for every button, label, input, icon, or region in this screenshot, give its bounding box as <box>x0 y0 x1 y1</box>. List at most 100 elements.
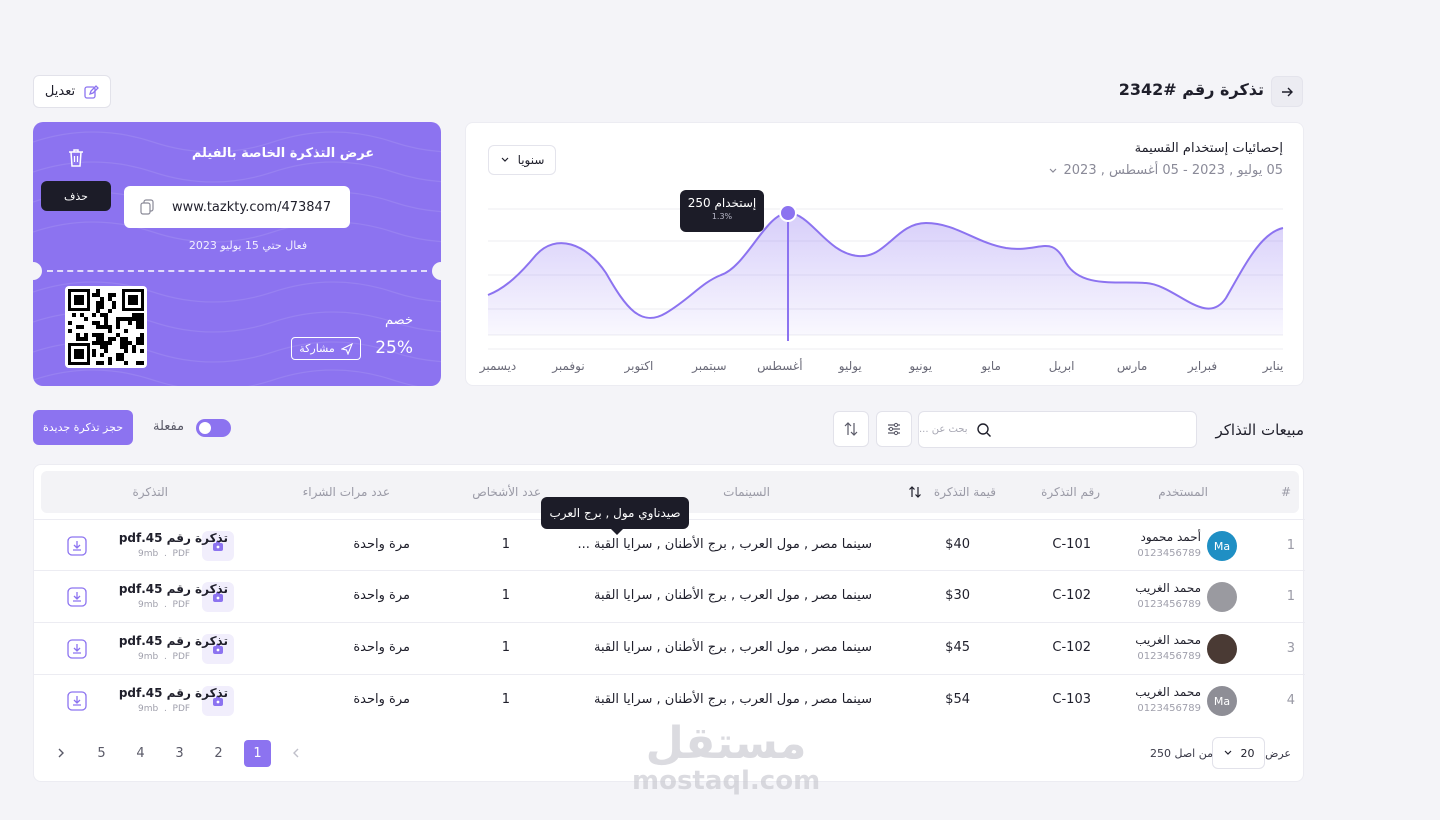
x-tick-label: مايو <box>980 359 1001 374</box>
chart-tooltip: 250 إستخدام 1.3% <box>680 190 764 232</box>
show-label: عرض <box>1265 747 1291 760</box>
ticket-notch-left <box>33 262 42 280</box>
watermark: مستقل mostaql.com <box>632 718 820 797</box>
watermark-brand: مستقل <box>645 718 807 769</box>
col-purchases: عدد مرات الشراء <box>302 485 390 499</box>
back-button[interactable] <box>1271 76 1303 107</box>
period-value: سنويا <box>517 153 545 167</box>
download-icon[interactable] <box>67 587 87 607</box>
file-type: PDF <box>172 704 191 714</box>
ticket-number: C-101 <box>1052 537 1091 552</box>
date-range-picker[interactable]: 05 يوليو , 2023 - 05 أغسطس , 2023 <box>1048 163 1283 178</box>
ticket-file-name[interactable]: تذكرة رقم 45.pdf <box>118 582 228 596</box>
purchase-count: مرة واحدة <box>353 640 410 655</box>
ticket-number: C-102 <box>1052 588 1091 603</box>
sort-icon <box>844 422 858 436</box>
col-value[interactable]: قيمة التذكرة <box>908 485 996 499</box>
chevron-down-icon <box>1049 168 1056 173</box>
row-index: 1 <box>1286 589 1295 604</box>
tooltip-change: 1.3% <box>711 212 733 221</box>
trash-icon[interactable] <box>66 147 86 169</box>
search-input[interactable]: بحث عن ... <box>918 411 1197 448</box>
table-row[interactable]: 1 محمد الغريب 0123456789 C-102 $30 سينما مصر … <box>34 570 1305 622</box>
page-4[interactable]: 4 <box>136 746 145 761</box>
pdf-file-icon <box>202 686 234 716</box>
ticket-file-name[interactable]: تذكرة رقم 45.pdf <box>118 634 228 648</box>
cinemas-list[interactable]: سينما مصر , مول العرب , برج الأطنان , سر… <box>593 640 872 655</box>
avatar <box>1207 634 1237 664</box>
purchase-count: مرة واحدة <box>353 588 410 603</box>
sort-icon[interactable] <box>908 485 922 499</box>
col-cinemas: السينمات <box>723 485 770 499</box>
user-phone: 0123456789 <box>1137 651 1201 662</box>
search-icon <box>976 422 991 437</box>
file-size: 9mb <box>138 549 159 559</box>
ticket-value: $40 <box>945 537 970 552</box>
edit-button[interactable]: تعديل <box>33 75 111 108</box>
share-button[interactable]: مشاركة <box>291 337 361 360</box>
pdf-file-icon <box>202 582 234 612</box>
ticket-notch-right <box>432 262 441 280</box>
filter-button[interactable] <box>876 411 912 447</box>
prev-page-icon[interactable] <box>291 747 301 759</box>
file-size: 9mb <box>138 652 159 662</box>
next-page-icon[interactable] <box>56 747 66 759</box>
sort-button[interactable] <box>833 411 869 447</box>
file-type: PDF <box>172 600 191 610</box>
x-tick-label: سبتمبر <box>691 359 726 374</box>
file-size: 9mb <box>138 704 159 714</box>
cinemas-list[interactable]: سينما مصر , مول العرب , برج الأطنان , سر… <box>593 588 872 603</box>
of-total: من اصل 250 <box>1150 747 1213 760</box>
x-tick-label: فبراير <box>1187 359 1217 374</box>
active-toggle[interactable] <box>196 419 231 437</box>
cinema-tooltip: صيدناوي مول , برج العرب <box>541 497 689 535</box>
ticket-file-meta: 9mb . PDF <box>138 600 191 610</box>
page-5[interactable]: 5 <box>97 746 106 761</box>
download-icon[interactable] <box>67 691 87 711</box>
page-1[interactable]: 1 <box>244 740 271 767</box>
download-icon[interactable] <box>67 536 87 556</box>
x-tick-label: يوليو <box>838 359 862 374</box>
download-icon[interactable] <box>67 639 87 659</box>
ticket-file-meta: 9mb . PDF <box>138 549 191 559</box>
page-3[interactable]: 3 <box>175 746 184 761</box>
highlight-point[interactable] <box>779 204 797 222</box>
table-row[interactable]: 4 Ma محمد الغريب 0123456789 C-103 $54 سينما مص… <box>34 674 1305 726</box>
page-title: تذكرة رقم #2342 <box>1118 80 1264 99</box>
ticket-file-name[interactable]: تذكرة رقم 45.pdf <box>118 531 228 545</box>
per-page-select[interactable]: 20 <box>1212 737 1265 769</box>
page-2[interactable]: 2 <box>214 746 223 761</box>
ticket-value: $30 <box>945 588 970 603</box>
x-tick-label: ابريل <box>1049 359 1075 374</box>
per-page-value: 20 <box>1240 746 1255 760</box>
chevron-down-icon <box>1224 750 1231 755</box>
row-index: 3 <box>1286 641 1295 656</box>
series-line <box>487 211 1284 319</box>
table-row[interactable]: 3 محمد الغريب 0123456789 C-102 $45 سينما مصر … <box>34 622 1305 674</box>
toggle-knob <box>199 422 211 434</box>
ticket-link-field[interactable]: www.tazkty.com/473847 <box>124 186 350 228</box>
user-name: محمد الغريب <box>1135 685 1201 699</box>
col-persons: عدد الأشخاص <box>472 485 541 499</box>
usage-chart: يناير فبراير مارس ابريل مايو يونيو يوليو أغسطس س… <box>479 204 1284 374</box>
cinemas-list[interactable]: سينما مصر , مول العرب , برج الأطنان , سر… <box>577 537 872 552</box>
delete-tooltip: حذف <box>41 181 111 211</box>
ticket-file-name[interactable]: تذكرة رقم 45.pdf <box>118 686 228 700</box>
cinemas-list[interactable]: سينما مصر , مول العرب , برج الأطنان , سر… <box>593 692 872 707</box>
edit-label: تعديل <box>44 84 76 99</box>
persons-count: 1 <box>501 692 510 707</box>
x-tick-label: أغسطس <box>757 358 802 374</box>
period-select[interactable]: سنويا <box>488 145 556 175</box>
col-user: المستخدم <box>1158 485 1208 499</box>
new-booking-button[interactable]: حجز تذكرة جديدة <box>33 410 133 445</box>
ticket-title: عرض التذكرة الخاصة بالفيلم <box>191 146 375 161</box>
toggle-label: مفعلة <box>153 419 185 434</box>
row-index: 4 <box>1286 693 1295 708</box>
persons-count: 1 <box>501 537 510 552</box>
arrow-right-icon <box>1282 87 1293 96</box>
x-tick-label: مارس <box>1117 359 1148 374</box>
copy-icon[interactable] <box>140 199 154 215</box>
search-placeholder: بحث عن ... <box>919 424 968 435</box>
persons-count: 1 <box>501 640 510 655</box>
ticket-file-meta: 9mb . PDF <box>138 652 191 662</box>
